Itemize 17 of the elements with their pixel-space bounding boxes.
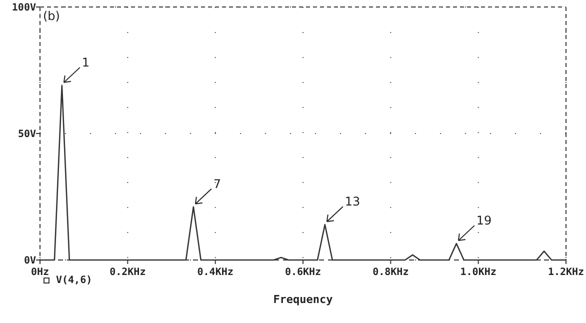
annotation: (b) (43, 9, 60, 23)
x-axis-title: Frequency (273, 293, 334, 306)
legend-label: V(4,6) (56, 275, 92, 286)
annotation: 1 (82, 55, 90, 70)
x-tick-label: 0.2KHz (110, 267, 146, 278)
annotation: 19 (476, 214, 492, 228)
annotation: 13 (344, 194, 360, 209)
y-tick-label: 100V (12, 2, 36, 14)
y-tick-label: 50V (18, 129, 36, 140)
x-tick-label: 0.6KHz (284, 267, 322, 278)
x-tick-label: 0.8KHz (372, 267, 409, 278)
y-tick-label: 0V (24, 256, 36, 266)
annotation: 7 (213, 176, 222, 191)
x-tick-label: 1.0KHz (460, 267, 496, 278)
x-tick-label: 1.2KHz (548, 267, 584, 278)
x-tick-label: 0Hz (30, 267, 50, 278)
x-tick-label: 0.4KHz (197, 267, 234, 278)
